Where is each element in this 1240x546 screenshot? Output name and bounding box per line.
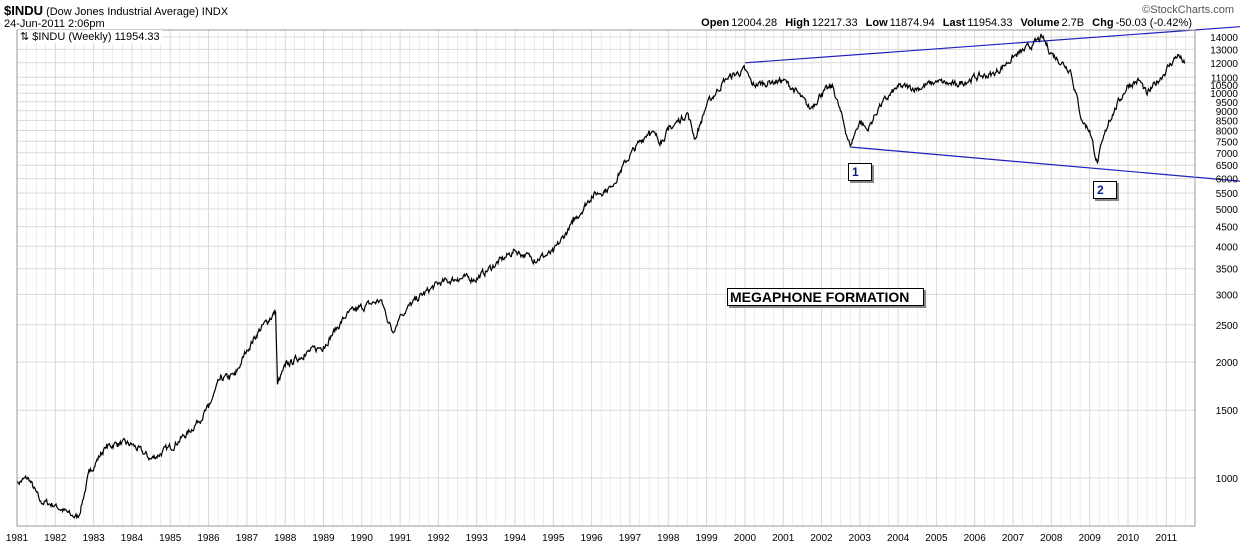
x-tick-label: 1984: [121, 533, 144, 544]
legend-text: $INDU (Weekly) 11954.33: [32, 31, 160, 43]
plot-frame: [16, 29, 1196, 527]
x-tick-label: 1990: [351, 533, 374, 544]
volume-value: 2.7B: [1061, 17, 1085, 29]
y-tick-label: 3500: [1216, 265, 1239, 276]
upper-trendline: [744, 26, 1240, 64]
low-label: Low: [865, 17, 888, 29]
price-line: [16, 33, 1186, 520]
open-label: Open: [701, 17, 730, 29]
lower-trendline: [850, 146, 1240, 182]
y-tick-label: 3000: [1216, 290, 1239, 301]
x-tick-label: 2000: [734, 533, 757, 544]
y-tick-label: 2000: [1216, 358, 1239, 369]
index-name: (Dow Jones Industrial Average): [46, 6, 199, 18]
x-tick-label: 1988: [274, 533, 297, 544]
x-tick-label: 1999: [695, 533, 718, 544]
x-tick-label: 1993: [466, 533, 489, 544]
y-tick-label: 12000: [1210, 59, 1238, 70]
x-tick-label: 2005: [925, 533, 948, 544]
volume-label: Volume: [1020, 17, 1060, 29]
x-tick-label: 1983: [82, 533, 105, 544]
y-tick-label: 11000: [1211, 73, 1239, 84]
x-tick-label: 1997: [619, 533, 642, 544]
x-tick-label: 2008: [1040, 533, 1063, 544]
y-axis: 1000 1500 2000 2500 3000 3500 4000 4500 5000 5500…: [1210, 33, 1238, 485]
x-tick-label: 1992: [427, 533, 450, 544]
x-tick-label: 2001: [772, 533, 795, 544]
trendlines: [744, 26, 1240, 182]
y-tick-label: 4500: [1216, 223, 1239, 234]
y-tick-label: 7000: [1216, 149, 1239, 160]
open-value: 12004.28: [731, 17, 778, 29]
x-tick-label: 1989: [312, 533, 335, 544]
ticker-title: $INDU (Dow Jones Industrial Average) IND…: [4, 3, 228, 18]
x-axis: 1981 1982 1983 1984 1985 1986 1987 1988 1989 1990…: [6, 533, 1178, 544]
last-value: 11954.33: [967, 17, 1013, 29]
x-tick-label: 2003: [849, 533, 872, 544]
y-tick-label: 8000: [1216, 127, 1239, 138]
x-tick-label: 1996: [580, 533, 603, 544]
y-tick-label: 7500: [1216, 137, 1239, 148]
quote-datetime: 24-Jun-2011 2:06pm: [4, 18, 105, 30]
y-tick-label: 8500: [1216, 116, 1239, 127]
x-tick-label: 1981: [6, 533, 29, 544]
y-tick-label: 1500: [1216, 406, 1239, 417]
series-legend: ⇅ $INDU (Weekly) 11954.33: [18, 30, 162, 43]
megaphone-label: MEGAPHONE FORMATION: [727, 288, 925, 306]
y-tick-label: 9500: [1216, 98, 1239, 109]
point-1-label: 1: [848, 163, 872, 181]
x-tick-label: 1991: [389, 533, 412, 544]
x-tick-label: 2002: [810, 533, 833, 544]
x-tick-label: 1985: [159, 533, 182, 544]
x-tick-label: 2006: [964, 533, 987, 544]
chg-label: Chg: [1092, 17, 1114, 29]
chart-grid: [16, 30, 1196, 526]
x-tick-label: 1987: [236, 533, 259, 544]
y-tick-label: 10000: [1210, 89, 1238, 100]
x-tick-label: 1998: [657, 533, 680, 544]
x-tick-label: 2009: [1079, 533, 1102, 544]
y-tick-label: 9000: [1216, 107, 1239, 118]
x-tick-label: 2011: [1156, 533, 1178, 544]
x-tick-label: 2007: [1002, 533, 1025, 544]
y-tick-label: 1000: [1216, 474, 1239, 485]
y-tick-label: 4000: [1216, 242, 1239, 253]
y-tick-label: 14000: [1210, 33, 1238, 44]
quote-bar: Open 12004.28 High 12217.33 Low 11874.94 La…: [696, 17, 1192, 29]
last-label: Last: [942, 17, 966, 29]
y-tick-label: 2500: [1216, 321, 1239, 332]
x-tick-label: 1986: [197, 533, 220, 544]
x-tick-label: 2010: [1117, 533, 1140, 544]
x-tick-label: 2004: [887, 533, 910, 544]
high-label: High: [785, 17, 810, 29]
exchange: INDX: [201, 6, 229, 18]
y-tick-label: 5000: [1216, 205, 1239, 216]
y-tick-label: 5500: [1216, 189, 1239, 200]
point-2-label: 2: [1093, 181, 1117, 199]
watermark: ©StockCharts.com: [1142, 4, 1234, 16]
symbol: $INDU: [4, 3, 44, 18]
y-tick-label: 6000: [1216, 175, 1239, 186]
high-value: 12217.33: [811, 17, 858, 29]
x-tick-label: 1994: [504, 533, 527, 544]
low-value: 11874.94: [889, 17, 935, 29]
y-tick-label: 10500: [1210, 81, 1238, 92]
x-tick-label: 1995: [542, 533, 565, 544]
y-tick-label: 13000: [1210, 45, 1238, 56]
chg-value: -50.03 (-0.42%): [1115, 17, 1192, 29]
y-tick-label: 6500: [1216, 161, 1239, 172]
x-tick-label: 1982: [44, 533, 67, 544]
legend-icon: ⇅: [20, 31, 30, 43]
